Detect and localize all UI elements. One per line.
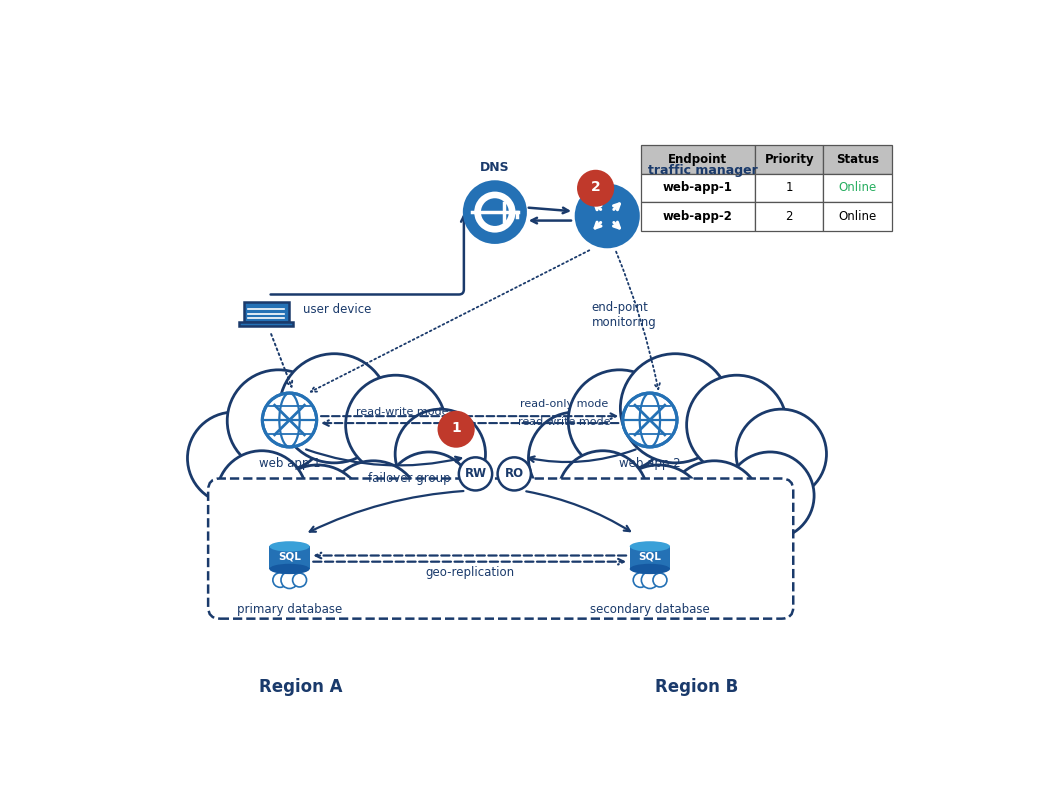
Text: web-app-2: web-app-2 xyxy=(663,210,733,223)
Bar xyxy=(243,302,288,322)
Text: secondary database: secondary database xyxy=(590,603,710,617)
Polygon shape xyxy=(449,429,463,443)
Bar xyxy=(823,145,891,174)
Text: 1: 1 xyxy=(451,421,461,435)
Text: end-point
monitoring: end-point monitoring xyxy=(591,300,656,328)
Circle shape xyxy=(687,375,787,475)
Circle shape xyxy=(642,572,658,588)
Bar xyxy=(641,202,756,230)
Bar xyxy=(630,546,670,569)
Circle shape xyxy=(577,170,614,207)
Text: Endpoint: Endpoint xyxy=(669,153,727,166)
Ellipse shape xyxy=(630,541,670,551)
Text: 1: 1 xyxy=(786,181,793,194)
Text: DNS: DNS xyxy=(480,161,510,174)
Circle shape xyxy=(293,573,306,587)
Circle shape xyxy=(529,412,621,504)
Bar xyxy=(756,174,823,202)
Circle shape xyxy=(386,452,473,539)
Text: Status: Status xyxy=(836,153,879,166)
Circle shape xyxy=(279,353,389,463)
Text: SQL: SQL xyxy=(638,551,661,562)
Text: RO: RO xyxy=(505,468,524,481)
Circle shape xyxy=(558,451,648,540)
Polygon shape xyxy=(588,188,603,202)
Text: Online: Online xyxy=(838,181,877,194)
Ellipse shape xyxy=(270,564,309,574)
Circle shape xyxy=(481,198,509,226)
Bar xyxy=(270,546,309,569)
Ellipse shape xyxy=(270,541,309,551)
Text: RW: RW xyxy=(464,468,487,481)
Circle shape xyxy=(395,409,486,499)
Circle shape xyxy=(281,572,298,588)
Circle shape xyxy=(216,451,307,540)
Text: failover group: failover group xyxy=(368,473,451,485)
Text: user device: user device xyxy=(303,303,372,316)
Text: web-app-1: web-app-1 xyxy=(663,181,733,194)
Circle shape xyxy=(633,572,648,588)
Circle shape xyxy=(464,181,526,243)
Circle shape xyxy=(736,409,827,499)
Bar xyxy=(641,145,756,174)
Text: geo-replication: geo-replication xyxy=(425,566,514,580)
Text: web app 1: web app 1 xyxy=(259,457,321,470)
Circle shape xyxy=(575,184,640,248)
Circle shape xyxy=(667,460,762,555)
Text: read-only mode: read-only mode xyxy=(520,398,609,409)
FancyBboxPatch shape xyxy=(208,478,793,619)
Circle shape xyxy=(262,393,317,447)
Circle shape xyxy=(653,573,667,587)
Text: 2: 2 xyxy=(786,210,793,223)
Circle shape xyxy=(473,191,516,233)
Bar xyxy=(823,202,891,230)
Text: SQL: SQL xyxy=(278,551,301,562)
Text: 2: 2 xyxy=(590,180,601,194)
Bar xyxy=(641,174,756,202)
Circle shape xyxy=(621,353,730,463)
Bar xyxy=(823,174,891,202)
Text: Region A: Region A xyxy=(259,678,343,696)
Circle shape xyxy=(568,369,671,472)
Bar xyxy=(756,145,823,174)
Circle shape xyxy=(726,452,814,539)
Bar xyxy=(239,322,294,326)
Text: Online: Online xyxy=(838,210,877,223)
Text: Region B: Region B xyxy=(655,678,738,696)
Text: Priority: Priority xyxy=(765,153,814,166)
Circle shape xyxy=(346,375,446,475)
Circle shape xyxy=(227,369,330,472)
Circle shape xyxy=(497,457,531,490)
Ellipse shape xyxy=(630,564,670,574)
Text: primary database: primary database xyxy=(237,603,342,617)
Circle shape xyxy=(611,465,706,559)
Circle shape xyxy=(438,411,474,448)
Circle shape xyxy=(273,572,287,588)
Circle shape xyxy=(459,457,492,490)
Text: read-write mode: read-write mode xyxy=(355,407,448,416)
Bar xyxy=(756,202,823,230)
Text: traffic manager: traffic manager xyxy=(648,164,758,177)
Circle shape xyxy=(270,465,365,559)
Circle shape xyxy=(326,460,421,555)
Text: web app 2: web app 2 xyxy=(619,457,680,470)
Circle shape xyxy=(623,393,677,447)
Text: read-write mode: read-write mode xyxy=(518,417,611,427)
Circle shape xyxy=(187,412,280,504)
